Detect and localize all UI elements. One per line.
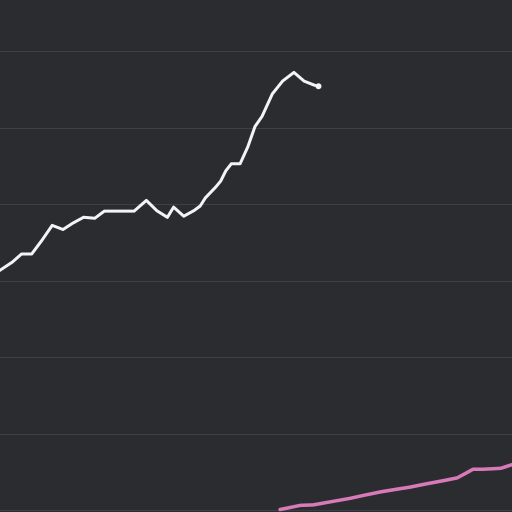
series-end-point-0: [316, 83, 322, 89]
